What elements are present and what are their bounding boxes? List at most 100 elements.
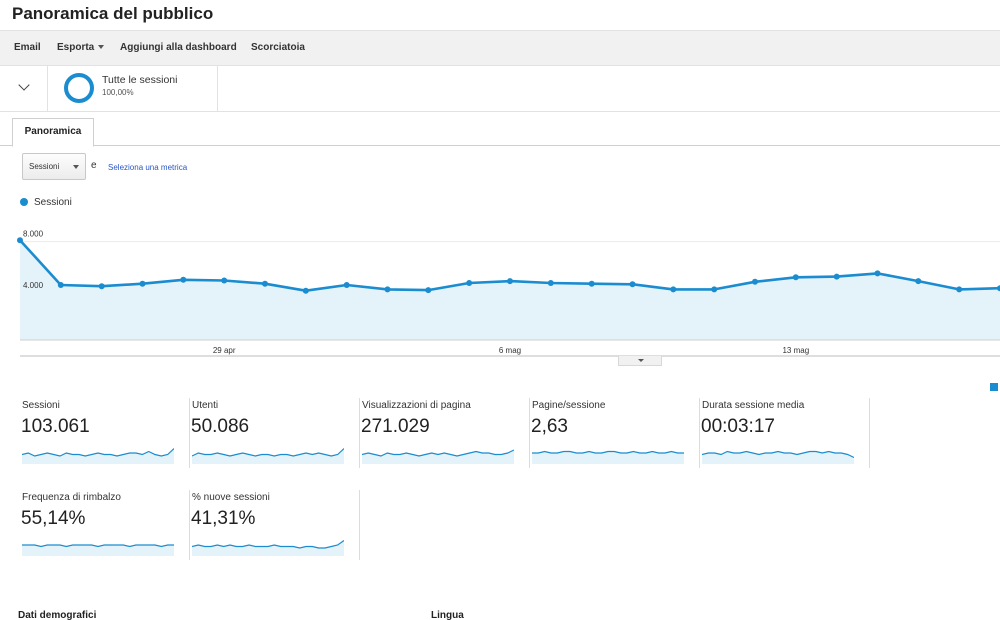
data-point[interactable] bbox=[547, 280, 554, 286]
scorecard-label: % nuove sessioni bbox=[192, 492, 270, 503]
data-point[interactable] bbox=[997, 285, 1000, 292]
data-point[interactable] bbox=[670, 286, 677, 293]
data-point[interactable] bbox=[221, 277, 228, 284]
sparkline bbox=[22, 448, 174, 464]
export-label: Esporta bbox=[57, 42, 95, 53]
segment-bar: Tutte le sessioni 100,00% bbox=[0, 66, 1000, 112]
chevron-down-icon bbox=[18, 79, 30, 91]
y-tick-label: 8.000 bbox=[23, 230, 44, 239]
sparkline-line bbox=[362, 449, 514, 457]
x-tick-label: 13 mag bbox=[782, 346, 809, 355]
segment-percent: 100,00% bbox=[102, 88, 134, 97]
scorecard-pages-per-session[interactable]: Pagine/sessione 2,63 bbox=[530, 398, 700, 468]
sparkline-area bbox=[362, 450, 514, 464]
sparkline-area bbox=[192, 448, 344, 464]
sparkline bbox=[192, 540, 344, 556]
select-metric-link[interactable]: Seleziona una metrica bbox=[108, 163, 188, 172]
data-point[interactable] bbox=[139, 280, 146, 287]
sparkline-area bbox=[192, 540, 344, 556]
segment-ring-icon bbox=[64, 73, 94, 103]
scorecard-bounce-rate[interactable]: Frequenza di rimbalzo 55,14% bbox=[20, 490, 190, 560]
language-heading: Lingua bbox=[431, 610, 464, 620]
sparkline bbox=[532, 450, 684, 464]
data-point[interactable] bbox=[507, 278, 513, 285]
chevron-down-icon bbox=[98, 45, 105, 50]
scorecard-sessions[interactable]: Sessioni 103.061 bbox=[20, 398, 190, 468]
sparkline bbox=[362, 449, 514, 464]
segment-all-sessions[interactable]: Tutte le sessioni 100,00% bbox=[48, 66, 218, 112]
data-point[interactable] bbox=[180, 276, 187, 283]
legend-dot-icon bbox=[20, 198, 28, 207]
page-title: Panoramica del pubblico bbox=[12, 4, 214, 23]
x-tick-label: 29 apr bbox=[213, 346, 236, 355]
data-point[interactable] bbox=[915, 278, 922, 285]
sparkline-line bbox=[702, 450, 854, 459]
sessions-chart: 8.000 4.000 29 apr 6 mag 13 mag bbox=[17, 230, 1000, 357]
chart-options-marker[interactable] bbox=[990, 383, 998, 391]
data-point[interactable] bbox=[752, 278, 758, 285]
y-tick-label: 4.000 bbox=[23, 281, 44, 290]
sparkline bbox=[22, 544, 174, 556]
scorecard-value: 103.061 bbox=[21, 416, 90, 437]
data-point[interactable] bbox=[343, 282, 350, 288]
scorecard-value: 00:03:17 bbox=[701, 416, 775, 437]
scorecard-new-sessions[interactable]: % nuove sessioni 41,31% bbox=[190, 490, 360, 560]
sparkline-area bbox=[532, 451, 684, 464]
chevron-down-icon bbox=[638, 359, 644, 362]
segment-toggle-button[interactable] bbox=[0, 66, 48, 112]
segment-name: Tutte le sessioni bbox=[102, 74, 178, 86]
toolbar: Email Esporta Aggiungi alla dashboard Sc… bbox=[0, 30, 1000, 66]
export-button[interactable]: Esporta bbox=[57, 42, 105, 53]
sparkline-area bbox=[22, 448, 174, 464]
metric-conjunction: e bbox=[91, 160, 97, 171]
data-point[interactable] bbox=[833, 273, 840, 280]
data-point[interactable] bbox=[17, 237, 23, 244]
data-point[interactable] bbox=[466, 280, 473, 286]
metric-select-value: Sessioni bbox=[29, 162, 60, 171]
data-point[interactable] bbox=[98, 283, 105, 290]
shortcut-button[interactable]: Scorciatoia bbox=[251, 42, 305, 53]
data-point[interactable] bbox=[711, 286, 718, 293]
tab-overview[interactable]: Panoramica bbox=[12, 118, 94, 147]
data-point[interactable] bbox=[262, 280, 268, 287]
scorecard-label: Visualizzazioni di pagina bbox=[362, 400, 471, 411]
scorecard-label: Sessioni bbox=[22, 400, 60, 411]
scorecard-label: Frequenza di rimbalzo bbox=[22, 492, 121, 503]
tab-bar: Panoramica bbox=[0, 112, 1000, 147]
sparkline-area bbox=[702, 451, 854, 464]
scorecard-label: Pagine/sessione bbox=[532, 400, 606, 411]
sparkline-line bbox=[192, 540, 344, 549]
data-point[interactable] bbox=[425, 287, 432, 294]
chart-collapse-handle[interactable] bbox=[618, 356, 662, 366]
scorecard-value: 55,14% bbox=[21, 508, 86, 529]
data-point[interactable] bbox=[874, 270, 881, 277]
data-point[interactable] bbox=[956, 286, 963, 293]
chart-legend: Sessioni bbox=[20, 197, 72, 208]
scorecard-avg-session-duration[interactable]: Durata sessione media 00:03:17 bbox=[700, 398, 870, 468]
data-point[interactable] bbox=[302, 287, 309, 294]
scorecard-users[interactable]: Utenti 50.086 bbox=[190, 398, 360, 468]
scorecard-label: Durata sessione media bbox=[702, 400, 805, 411]
legend-label: Sessioni bbox=[34, 197, 72, 208]
sparkline-line bbox=[532, 450, 684, 454]
data-point[interactable] bbox=[384, 286, 391, 293]
data-points bbox=[17, 237, 1000, 294]
sparkline-line bbox=[192, 448, 344, 457]
scorecard-label: Utenti bbox=[192, 400, 219, 411]
sparkline bbox=[192, 448, 344, 464]
demographics-heading: Dati demografici bbox=[18, 610, 97, 620]
data-point[interactable] bbox=[792, 274, 799, 281]
data-point[interactable] bbox=[629, 281, 636, 288]
add-to-dashboard-button[interactable]: Aggiungi alla dashboard bbox=[120, 42, 237, 53]
email-button[interactable]: Email bbox=[14, 42, 41, 53]
data-point[interactable] bbox=[57, 282, 64, 288]
sparkline bbox=[702, 450, 854, 464]
chart-area-fill bbox=[20, 240, 1000, 340]
scorecard-value: 2,63 bbox=[531, 416, 568, 437]
metric-select[interactable]: Sessioni bbox=[22, 153, 86, 180]
sparkline-line bbox=[22, 544, 174, 548]
data-point[interactable] bbox=[588, 280, 595, 287]
sparkline-area bbox=[22, 545, 174, 556]
x-tick-label: 6 mag bbox=[499, 346, 521, 355]
scorecard-pageviews[interactable]: Visualizzazioni di pagina 271.029 bbox=[360, 398, 530, 468]
